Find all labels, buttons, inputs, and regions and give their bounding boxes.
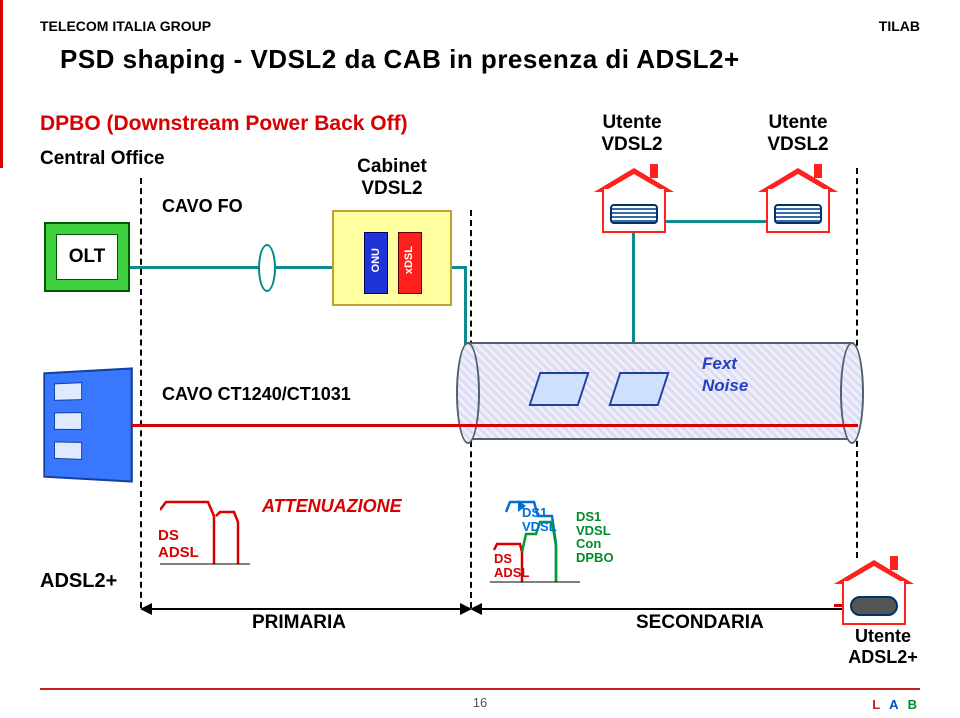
dslam-icon [43, 367, 132, 482]
cavo-ct-label: CAVO CT1240/CT1031 [162, 384, 351, 405]
dashed-divider [140, 178, 142, 608]
adsl-line [464, 424, 858, 427]
house-vdsl2-1-icon [594, 168, 674, 234]
fo-line [130, 266, 260, 269]
adsl-line [132, 424, 464, 427]
dpbo-label: DPBO (Downstream Power Back Off) [40, 112, 408, 136]
secondaria-label: SECONDARIA [636, 612, 764, 634]
lab-logo: L A B [872, 697, 920, 712]
slide-title: PSD shaping - VDSL2 da CAB in presenza d… [60, 44, 740, 75]
house-adsl2plus-icon [834, 560, 914, 626]
adsl-line [0, 0, 3, 168]
primaria-arrow [148, 608, 462, 610]
utente-vdsl2-2-label: Utente VDSL2 [748, 112, 848, 156]
footer-divider [40, 688, 920, 690]
cavo-fo-label: CAVO FO [162, 196, 243, 217]
olt-label: OLT [56, 234, 118, 280]
vdsl-line [632, 220, 635, 360]
cabinet-label: Cabinet VDSL2 [342, 156, 442, 200]
cabinet-box [332, 210, 452, 306]
fext-label: Fext [702, 354, 737, 374]
ds-adsl-label: DSADSL [158, 528, 199, 561]
fo-coil-icon [258, 244, 276, 292]
arrow-head-icon [470, 603, 482, 615]
noise-label: Noise [702, 376, 748, 396]
ds1-vdsl-label: DS1VDSL [522, 506, 557, 533]
page-number: 16 [473, 695, 487, 710]
attenuazione-label: ATTENUAZIONE [262, 496, 402, 517]
secondaria-arrow [478, 608, 848, 610]
central-office-label: Central Office [40, 148, 165, 170]
header-right: TILAB [879, 18, 920, 34]
ds-adsl-right-label: DSADSL [494, 552, 529, 579]
house-vdsl2-2-icon [758, 168, 838, 234]
adsl2plus-label: ADSL2+ [40, 570, 117, 593]
xdsl-label: xDSL [403, 246, 415, 274]
primaria-label: PRIMARIA [252, 612, 346, 634]
vdsl-line [452, 266, 464, 269]
utente-adsl2plus-label: Utente ADSL2+ [838, 626, 928, 668]
onu-label: ONU [370, 248, 382, 272]
utente-vdsl2-1-label: Utente VDSL2 [582, 112, 682, 156]
arrow-head-icon [140, 603, 152, 615]
header-left: TELECOM ITALIA GROUP [40, 18, 211, 34]
ds1-vdsl-con-dpbo-label: DS1VDSLConDPBO [576, 510, 614, 565]
